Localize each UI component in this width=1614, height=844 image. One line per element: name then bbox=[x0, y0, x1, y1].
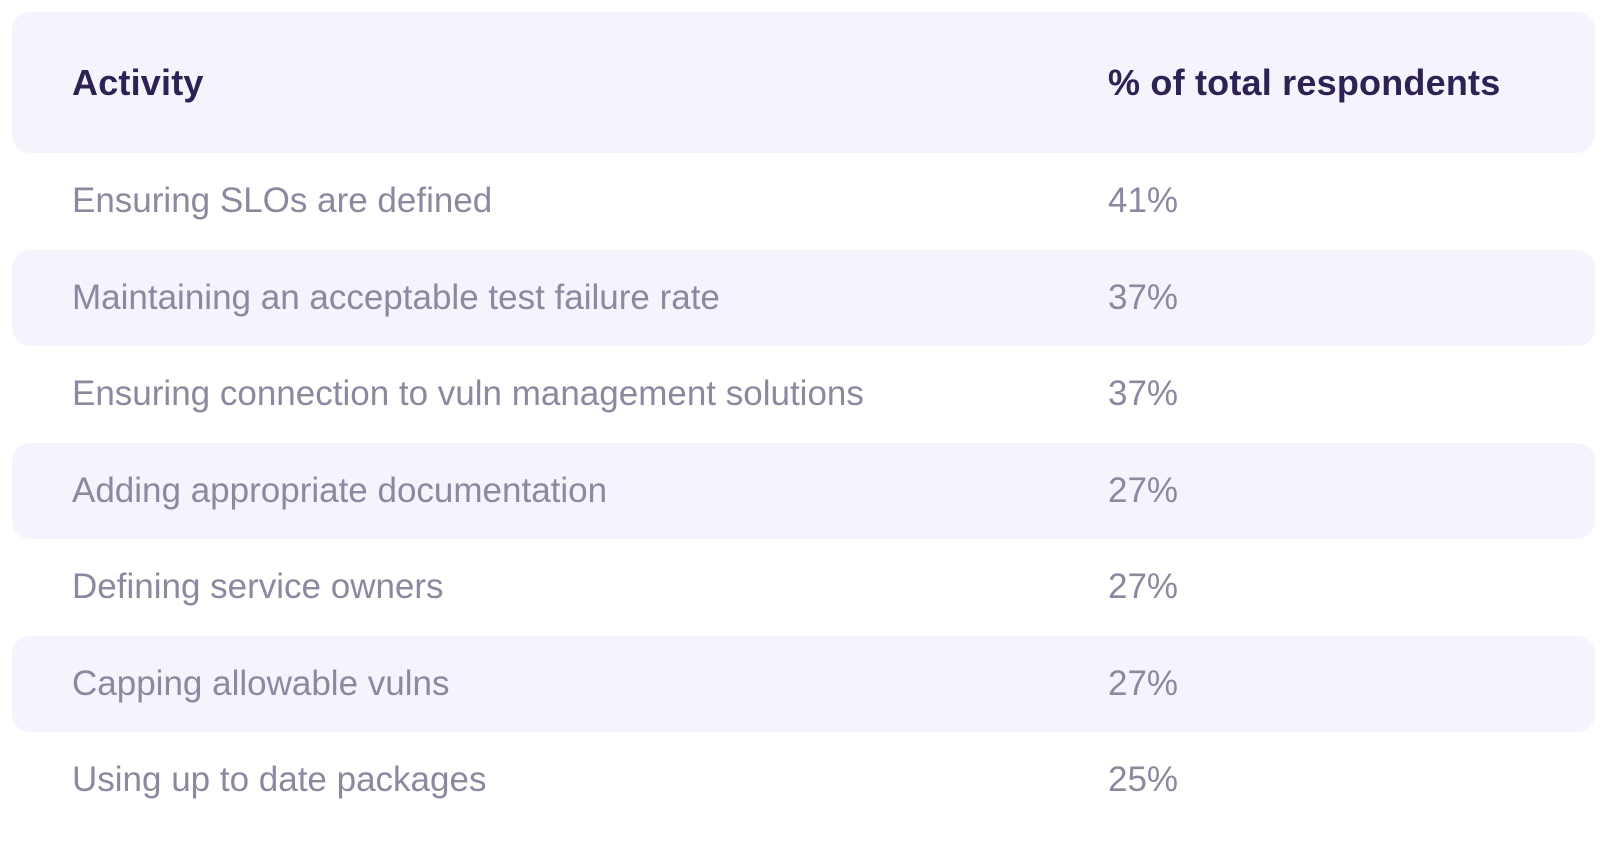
activity-cell: Using up to date packages bbox=[72, 760, 487, 800]
table-header-row: Activity % of total respondents bbox=[12, 12, 1595, 153]
percent-cell: 27% bbox=[1108, 470, 1179, 510]
table-row: Using up to date packages 25% bbox=[12, 732, 1595, 829]
activity-cell: Ensuring connection to vuln management s… bbox=[72, 374, 864, 414]
table-row: Defining service owners 27% bbox=[12, 539, 1595, 636]
percent-cell: 27% bbox=[1108, 567, 1179, 607]
table-row: Maintaining an acceptable test failure r… bbox=[12, 249, 1595, 346]
percent-cell: 25% bbox=[1108, 760, 1179, 800]
column-header-percent: % of total respondents bbox=[1108, 61, 1501, 103]
activity-cell: Adding appropriate documentation bbox=[72, 470, 608, 510]
table-row: Capping allowable vulns 27% bbox=[12, 635, 1595, 732]
percent-cell: 41% bbox=[1108, 181, 1179, 221]
table-row: Ensuring SLOs are defined 41% bbox=[12, 153, 1595, 250]
activity-cell: Maintaining an acceptable test failure r… bbox=[72, 277, 720, 317]
table-row: Ensuring connection to vuln management s… bbox=[12, 346, 1595, 443]
percent-cell: 37% bbox=[1108, 277, 1179, 317]
activity-cell: Ensuring SLOs are defined bbox=[72, 181, 493, 221]
table-row: Adding appropriate documentation 27% bbox=[12, 442, 1595, 539]
activity-cell: Capping allowable vulns bbox=[72, 663, 450, 703]
percent-cell: 27% bbox=[1108, 663, 1179, 703]
column-header-activity: Activity bbox=[72, 61, 204, 103]
percent-cell: 37% bbox=[1108, 374, 1179, 414]
activity-cell: Defining service owners bbox=[72, 567, 444, 607]
table-body: Ensuring SLOs are defined 41% Maintainin… bbox=[0, 153, 1614, 829]
